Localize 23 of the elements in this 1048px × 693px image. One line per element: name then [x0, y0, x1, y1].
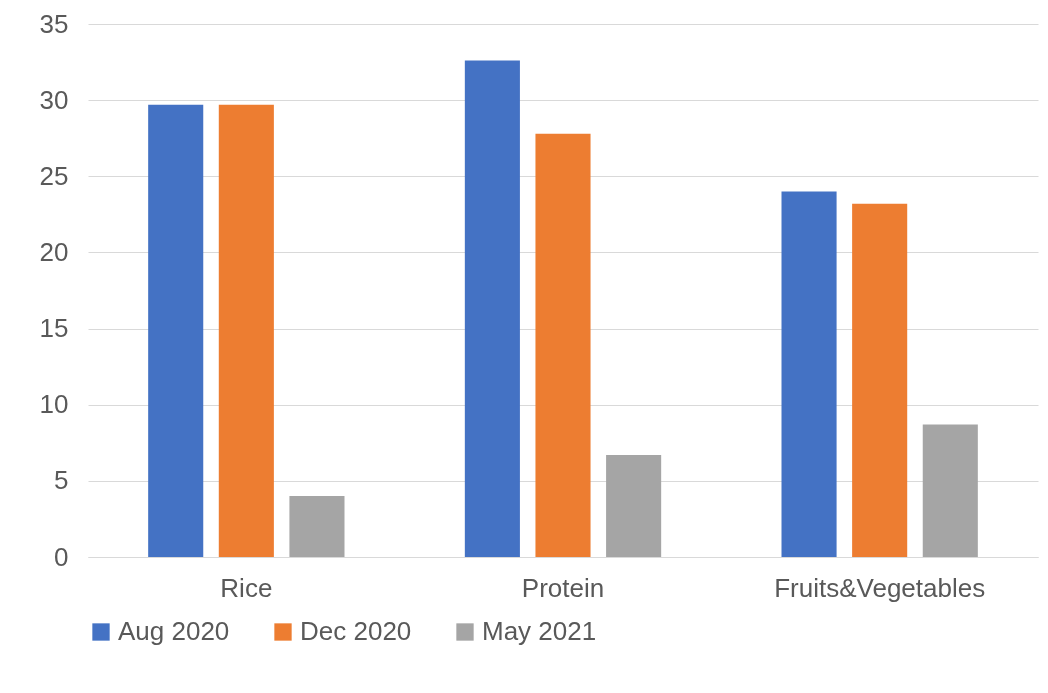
bar: [852, 203, 908, 557]
bar: [464, 60, 520, 557]
legend-label: Dec 2020: [300, 616, 412, 646]
y-tick-label: 20: [39, 236, 69, 267]
y-tick-label: 30: [39, 84, 69, 115]
x-tick-label: Fruits&Vegetables: [774, 572, 986, 603]
y-tick-label: 15: [39, 313, 69, 344]
x-tick-label: Protein: [521, 572, 605, 603]
bar: [148, 104, 204, 557]
legend-label: May 2021: [482, 616, 597, 646]
y-tick-label: 0: [54, 541, 69, 572]
y-tick-label: 35: [39, 8, 69, 39]
legend-label: Aug 2020: [118, 616, 230, 646]
x-tick-label: Rice: [220, 572, 273, 603]
bar: [218, 104, 274, 557]
bar: [781, 191, 837, 557]
bar: [289, 496, 345, 557]
y-tick-label: 25: [39, 160, 69, 191]
bar: [606, 454, 662, 557]
y-tick-label: 5: [54, 465, 69, 496]
y-tick-label: 10: [39, 389, 69, 420]
bar: [535, 133, 591, 557]
bar: [922, 424, 978, 557]
